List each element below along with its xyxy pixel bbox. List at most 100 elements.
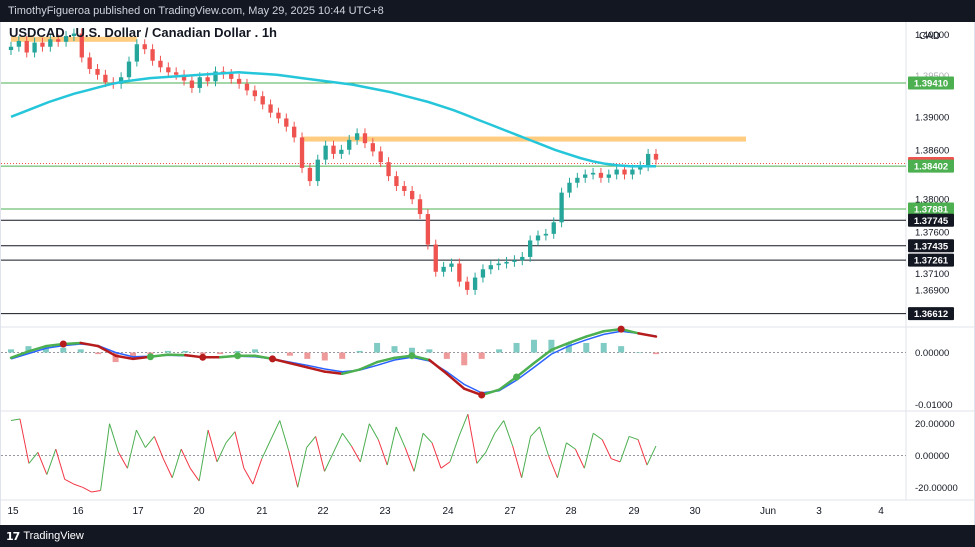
oscillator-line-segment <box>431 442 442 469</box>
price-tick: 1.37600 <box>915 228 949 239</box>
candle-body <box>590 172 596 175</box>
macd-histogram-bar <box>548 339 555 353</box>
macd-line-segment <box>96 344 117 357</box>
level-label-bg <box>908 202 954 216</box>
oscillator-line-segment <box>611 458 621 463</box>
candle-body <box>614 169 619 175</box>
candle-body <box>488 265 493 270</box>
macd-line-segment <box>515 361 536 379</box>
macd-cross-marker <box>234 352 242 360</box>
chart-canvas[interactable]: 1.400001.395001.390001.386001.380001.376… <box>1 22 975 525</box>
candle-body <box>645 153 651 167</box>
oscillator-tick: 0.00000 <box>915 451 949 462</box>
oscillator-line-segment <box>333 433 343 453</box>
macd-histogram-bar <box>112 352 119 363</box>
macd-line-segment <box>306 366 327 373</box>
oscillator-line-segment <box>19 418 30 464</box>
candle-body <box>386 162 391 177</box>
candle-body <box>79 33 84 58</box>
oscillator-line-segment <box>135 429 146 448</box>
oscillator-line-segment <box>46 448 57 475</box>
oscillator-line-segment <box>234 431 245 469</box>
candle-body <box>292 126 297 138</box>
tradingview-logo[interactable]: 17 TradingView <box>6 529 84 543</box>
candle-body <box>150 49 155 61</box>
oscillator-line-segment <box>395 426 406 448</box>
oscillator-line-segment <box>207 429 218 462</box>
oscillator-line-segment <box>458 413 469 437</box>
oscillator-line-segment <box>297 447 308 488</box>
time-tick: 27 <box>504 506 516 517</box>
macd-histogram-bar <box>60 347 67 353</box>
macd-cross-marker <box>617 325 625 333</box>
oscillator-line-segment <box>583 433 594 469</box>
macd-histogram-bar <box>217 352 224 355</box>
time-tick: 24 <box>442 506 454 517</box>
tradingview-logo-icon: 17 <box>6 529 20 543</box>
time-tick: 20 <box>193 506 205 517</box>
candle-body <box>472 277 478 290</box>
candle-body <box>394 176 399 187</box>
macd-cross-marker <box>146 353 154 361</box>
oscillator-line-segment <box>440 461 451 469</box>
candle-body <box>370 143 375 152</box>
time-tick: 28 <box>565 506 577 517</box>
publisher-text: TimothyFigueroa published on TradingView… <box>8 5 384 17</box>
candle-body <box>71 33 77 37</box>
oscillator-line-segment <box>368 423 379 440</box>
macd-cross-marker <box>513 373 521 381</box>
footer-bar: 17 TradingView <box>0 525 975 547</box>
level-label: 1.37745 <box>914 216 949 227</box>
macd-histogram-bar <box>269 352 276 354</box>
macd-histogram-bar <box>8 349 14 353</box>
oscillator-line-segment <box>386 426 397 466</box>
candle-body <box>622 169 627 175</box>
candle-body <box>598 172 604 178</box>
oscillator-line-segment <box>64 478 74 485</box>
macd-pane <box>1 325 906 399</box>
level-label-bg <box>908 307 954 321</box>
level-label: 1.37435 <box>914 241 949 252</box>
oscillator-line-segment <box>28 452 39 464</box>
candle-body <box>575 177 580 183</box>
oscillator-line-segment <box>55 449 66 480</box>
candle-body <box>535 235 541 241</box>
candle-body <box>213 71 218 82</box>
level-label-bg <box>908 253 954 267</box>
candle-body <box>189 80 195 88</box>
macd-line-segment <box>114 354 135 361</box>
candle-body <box>299 137 305 168</box>
time-axis: 15 16 17 20 21 22 23 24 27 28 29 30 Jun 3 4 <box>7 506 884 517</box>
candle-body <box>32 42 37 53</box>
macd-line-segment <box>497 375 518 391</box>
macd-histogram-bar <box>25 346 32 353</box>
time-tick: 21 <box>256 506 268 517</box>
candle-body <box>512 260 517 262</box>
candle-body <box>559 192 564 223</box>
macd-histogram-bar <box>600 342 607 353</box>
candle-body <box>409 190 415 200</box>
macd-histogram-bar <box>426 349 433 353</box>
time-tick: 23 <box>379 506 391 517</box>
candle-body <box>244 83 250 91</box>
macd-histogram-bar <box>321 352 328 361</box>
candle-body <box>142 44 147 50</box>
pane-structure <box>1 22 975 501</box>
time-tick: 29 <box>628 506 640 517</box>
oscillator-line-segment <box>574 448 585 469</box>
oscillator-line-segment <box>467 414 478 464</box>
macd-line-segment <box>637 332 658 338</box>
macd-histogram-bar <box>77 349 84 353</box>
candle-body <box>331 145 336 154</box>
macd-line-segment <box>27 344 48 353</box>
oscillator-line-segment <box>601 439 612 459</box>
candles <box>8 28 659 295</box>
oscillator-line-segment <box>198 429 209 482</box>
price-tick: 1.36900 <box>915 285 949 296</box>
oscillator-line-segment <box>377 439 388 466</box>
candle-body <box>402 186 407 191</box>
level-label: 1.38402 <box>914 162 948 173</box>
oscillator-line-segment <box>359 423 370 462</box>
macd-line-segment <box>567 335 588 345</box>
level-label-bg <box>908 213 954 227</box>
